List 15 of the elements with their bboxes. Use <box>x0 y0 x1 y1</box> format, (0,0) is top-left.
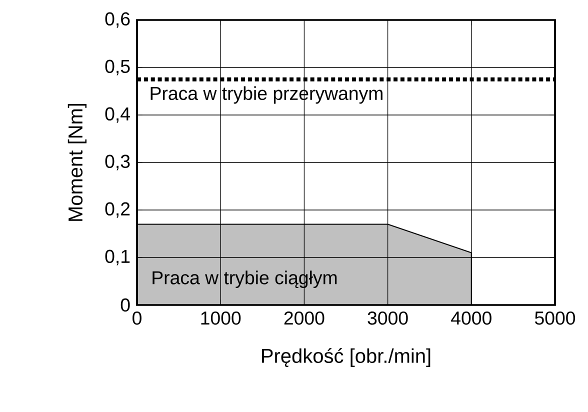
y-tick-label: 0,5 <box>105 60 130 76</box>
x-tick-label: 2000 <box>284 311 324 325</box>
y-axis-title: Moment [Nm] <box>68 104 87 221</box>
x-axis-title: Prędkość [obr./min] <box>262 348 430 367</box>
y-tick-label: 0 <box>120 298 130 312</box>
y-tick-label: 0,6 <box>105 12 130 28</box>
y-tick-label: 0,2 <box>105 202 130 218</box>
x-tick-label: 1000 <box>201 311 241 325</box>
x-tick-label: 5000 <box>534 311 576 325</box>
y-tick-label: 0,1 <box>105 250 130 266</box>
y-tick-label: 0,4 <box>105 107 130 123</box>
y-tick-label: 0,3 <box>105 154 130 170</box>
x-tick-label: 4000 <box>451 311 492 325</box>
x-tick-label: 3000 <box>368 311 408 325</box>
x-tick-label: 0 <box>132 311 142 325</box>
